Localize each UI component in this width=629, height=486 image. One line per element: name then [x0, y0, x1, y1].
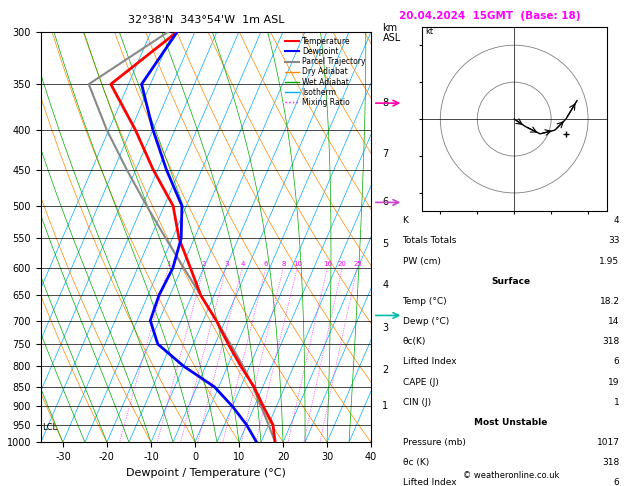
Text: K: K: [403, 216, 408, 226]
Title: 32°38'N  343°54'W  1m ASL: 32°38'N 343°54'W 1m ASL: [128, 15, 284, 25]
Text: 6: 6: [614, 478, 620, 486]
Text: 6: 6: [382, 197, 389, 208]
Text: 14: 14: [608, 317, 620, 326]
Text: km
ASL: km ASL: [382, 23, 401, 43]
Text: 7: 7: [382, 149, 389, 159]
Text: θᴄ(K): θᴄ(K): [403, 337, 426, 347]
Text: 33: 33: [608, 236, 620, 245]
Text: Lifted Index: Lifted Index: [403, 478, 456, 486]
X-axis label: Dewpoint / Temperature (°C): Dewpoint / Temperature (°C): [126, 468, 286, 478]
Text: LCL: LCL: [42, 423, 57, 432]
Text: 1: 1: [382, 401, 389, 411]
Text: CIN (J): CIN (J): [403, 398, 431, 407]
Text: Totals Totals: Totals Totals: [403, 236, 457, 245]
Text: 4: 4: [240, 261, 245, 267]
Text: 19: 19: [608, 378, 620, 387]
Text: 8: 8: [382, 98, 389, 108]
Text: 6: 6: [264, 261, 269, 267]
Text: 318: 318: [603, 458, 620, 468]
Text: Most Unstable: Most Unstable: [474, 418, 548, 427]
Text: 1017: 1017: [596, 438, 620, 447]
Text: 5: 5: [382, 240, 389, 249]
Text: Surface: Surface: [491, 277, 531, 286]
Text: kt: kt: [426, 27, 433, 36]
Text: 20: 20: [338, 261, 347, 267]
Text: 4: 4: [614, 216, 620, 226]
Text: PW (cm): PW (cm): [403, 257, 440, 266]
Text: 3: 3: [382, 323, 389, 333]
Text: 8: 8: [281, 261, 286, 267]
Text: 1: 1: [166, 261, 171, 267]
Text: CAPE (J): CAPE (J): [403, 378, 438, 387]
Text: Temp (°C): Temp (°C): [403, 297, 447, 306]
Legend: Temperature, Dewpoint, Parcel Trajectory, Dry Adiabat, Wet Adiabat, Isotherm, Mi: Temperature, Dewpoint, Parcel Trajectory…: [284, 35, 367, 108]
Text: 318: 318: [603, 337, 620, 347]
Text: θᴄ (K): θᴄ (K): [403, 458, 429, 468]
Text: 3: 3: [224, 261, 228, 267]
Text: 1: 1: [614, 398, 620, 407]
Text: 2: 2: [382, 365, 389, 375]
Y-axis label: hPa: hPa: [0, 227, 1, 247]
Text: Pressure (mb): Pressure (mb): [403, 438, 465, 447]
Text: Dewp (°C): Dewp (°C): [403, 317, 449, 326]
Text: 16: 16: [323, 261, 332, 267]
Text: 2: 2: [202, 261, 206, 267]
Text: 18.2: 18.2: [599, 297, 620, 306]
Text: 4: 4: [382, 279, 389, 290]
Text: 10: 10: [293, 261, 302, 267]
Text: 6: 6: [614, 357, 620, 366]
Text: 1.95: 1.95: [599, 257, 620, 266]
Text: 25: 25: [353, 261, 362, 267]
Text: © weatheronline.co.uk: © weatheronline.co.uk: [463, 471, 559, 480]
Text: Lifted Index: Lifted Index: [403, 357, 456, 366]
Text: 20.04.2024  15GMT  (Base: 18): 20.04.2024 15GMT (Base: 18): [399, 11, 581, 21]
